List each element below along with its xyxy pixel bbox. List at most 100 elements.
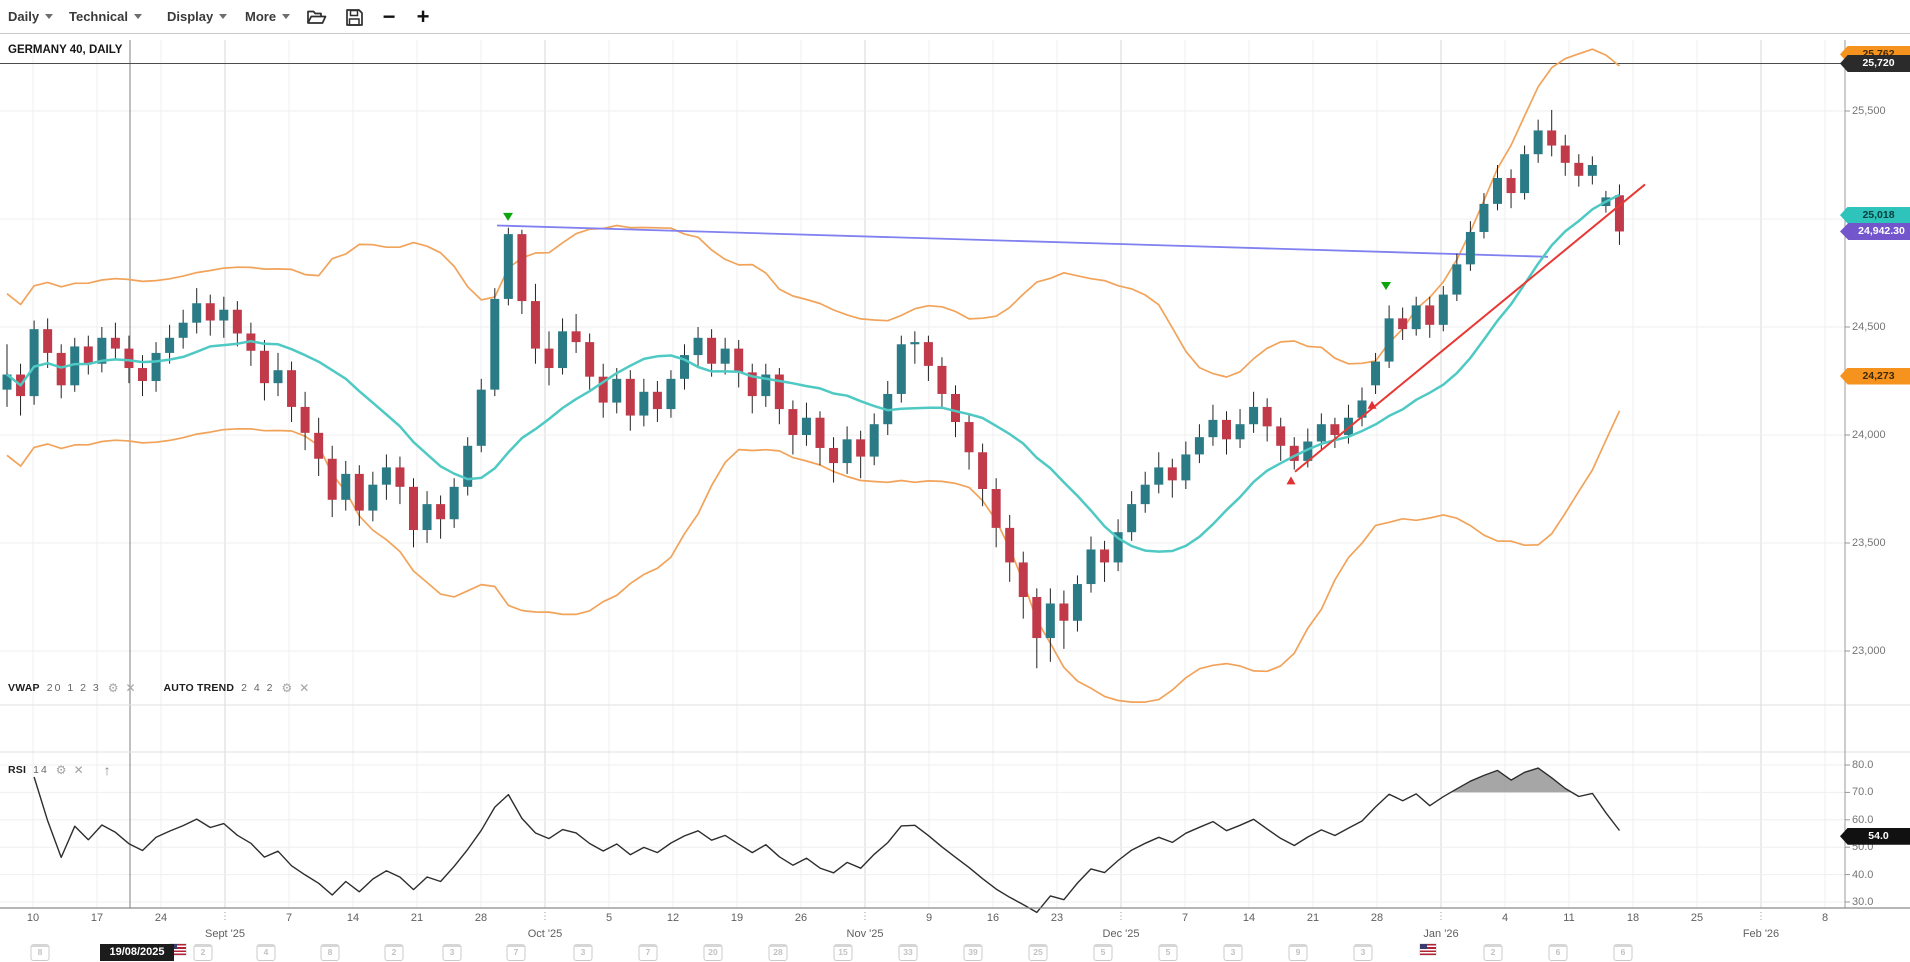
close-icon[interactable]: ✕ — [125, 681, 136, 695]
candle-body — [1072, 584, 1082, 621]
time-tick-label: 18 — [1626, 912, 1640, 924]
candle-body — [354, 473, 364, 511]
candle-body — [1154, 467, 1164, 485]
candle-body — [124, 348, 134, 369]
calendar-week-icon[interactable]: 3 — [1353, 944, 1373, 961]
gear-icon[interactable]: ⚙ — [281, 681, 293, 695]
menu-technical[interactable]: Technical — [69, 0, 143, 33]
calendar-week-icon[interactable]: 7 — [506, 944, 526, 961]
calendar-week-icon[interactable]: 8 — [320, 944, 340, 961]
vwap-price-badge: 25,018 — [1840, 206, 1910, 224]
candle-body — [341, 473, 351, 500]
month-separator-mark: ⋮ — [1756, 911, 1766, 922]
gear-icon[interactable]: ⚙ — [107, 681, 119, 695]
candle-body — [1167, 467, 1177, 481]
candle-body — [422, 504, 432, 531]
calendar-week-icon[interactable]: 15 — [833, 944, 853, 961]
candle-body — [598, 376, 608, 403]
calendar-week-icon[interactable]: 2 — [384, 944, 404, 961]
menu-timeframe[interactable]: Daily — [8, 0, 54, 33]
month-separator-mark: ⋮ — [1436, 911, 1446, 922]
us-flag-icon — [1420, 944, 1436, 955]
candle-body — [910, 342, 920, 345]
time-tick-label: 17 — [90, 912, 104, 924]
candle-body — [1398, 318, 1408, 330]
menu-more[interactable]: More — [245, 0, 291, 33]
candle-body — [1222, 419, 1231, 440]
candle-body — [585, 342, 595, 377]
time-tick-label: 21 — [410, 912, 424, 924]
candle-body — [43, 329, 53, 353]
time-tick-label: 23 — [1050, 912, 1064, 924]
candle-body — [680, 355, 689, 379]
candle-body — [1208, 419, 1218, 438]
candle-body — [1249, 406, 1259, 425]
candle-body — [1113, 532, 1123, 563]
calendar-week-icon[interactable]: 2 — [193, 944, 213, 961]
gear-icon[interactable]: ⚙ — [55, 763, 67, 777]
save-chart-button[interactable] — [341, 4, 367, 30]
calendar-week-icon[interactable]: 8 — [30, 944, 50, 961]
price-axis-label: 23,000 — [1852, 645, 1886, 657]
calendar-week-icon[interactable]: 33 — [898, 944, 918, 961]
calendar-week-icon[interactable]: 6 — [1613, 944, 1633, 961]
open-chart-button[interactable] — [303, 4, 329, 30]
rsi-line — [33, 767, 1621, 914]
candle-body — [612, 378, 622, 403]
candle-body — [1520, 154, 1530, 194]
calendar-week-icon[interactable]: 5 — [1093, 944, 1113, 961]
calendar-week-icon[interactable]: 3 — [1223, 944, 1243, 961]
candle-body — [1140, 484, 1150, 505]
candle-body — [1330, 424, 1340, 435]
menu-display[interactable]: Display — [167, 0, 228, 33]
auto-trend-params: 2 4 2 — [241, 682, 275, 694]
candle-body — [1438, 294, 1448, 325]
calendar-week-icon[interactable]: 20 — [703, 944, 723, 961]
calendar-week-icon[interactable]: 7 — [638, 944, 658, 961]
time-tick-label: 9 — [925, 912, 933, 924]
candle-body — [544, 348, 554, 369]
menu-display-label: Display — [167, 9, 214, 24]
calendar-week-icon[interactable]: 39 — [963, 944, 983, 961]
calendar-week-icon[interactable]: 3 — [442, 944, 462, 961]
calendar-week-icon[interactable]: 3 — [573, 944, 593, 961]
candle-body — [327, 458, 337, 500]
calendar-week-icon[interactable]: 28 — [768, 944, 788, 961]
candle-body — [829, 447, 839, 464]
move-panel-up-icon[interactable]: ↑ — [103, 762, 111, 778]
calendar-week-icon[interactable]: 9 — [1288, 944, 1308, 961]
close-icon[interactable]: ✕ — [73, 763, 84, 777]
candle-body — [1316, 424, 1326, 442]
time-tick-label: 19 — [730, 912, 744, 924]
vwap-line — [6, 193, 1621, 553]
month-separator-mark: ⋮ — [540, 911, 550, 922]
last-price-badge: 24,942.30 — [1840, 222, 1910, 240]
candle-body — [1587, 165, 1597, 176]
close-icon[interactable]: ✕ — [299, 681, 310, 695]
candle-body — [1181, 454, 1191, 481]
time-tick-label: 10 — [26, 912, 40, 924]
candle-body — [1560, 145, 1570, 163]
candle-body — [1411, 305, 1421, 330]
candle-body — [436, 504, 446, 520]
candle-body — [1371, 361, 1381, 386]
month-separator-mark: ⋮ — [860, 911, 870, 922]
minus-icon: − — [382, 4, 396, 29]
candle-body — [707, 337, 717, 364]
time-tick-label: 4 — [1501, 912, 1509, 924]
candle-body — [1194, 437, 1204, 455]
calendar-week-icon[interactable]: 6 — [1548, 944, 1568, 961]
calendar-week-icon[interactable]: 25 — [1028, 944, 1048, 961]
zoom-out-button[interactable]: − — [376, 4, 402, 30]
candle-body — [1493, 177, 1502, 204]
candle-body — [29, 329, 39, 397]
candle-body — [1384, 318, 1394, 362]
calendar-week-icon[interactable]: 5 — [1158, 944, 1178, 961]
zoom-in-button[interactable]: + — [410, 4, 436, 30]
chevron-down-icon — [45, 14, 54, 19]
calendar-week-icon[interactable]: 4 — [256, 944, 276, 961]
month-label: Jan '26 — [1423, 928, 1459, 940]
calendar-week-icon[interactable]: 2 — [1483, 944, 1503, 961]
candle-body — [1506, 177, 1516, 194]
